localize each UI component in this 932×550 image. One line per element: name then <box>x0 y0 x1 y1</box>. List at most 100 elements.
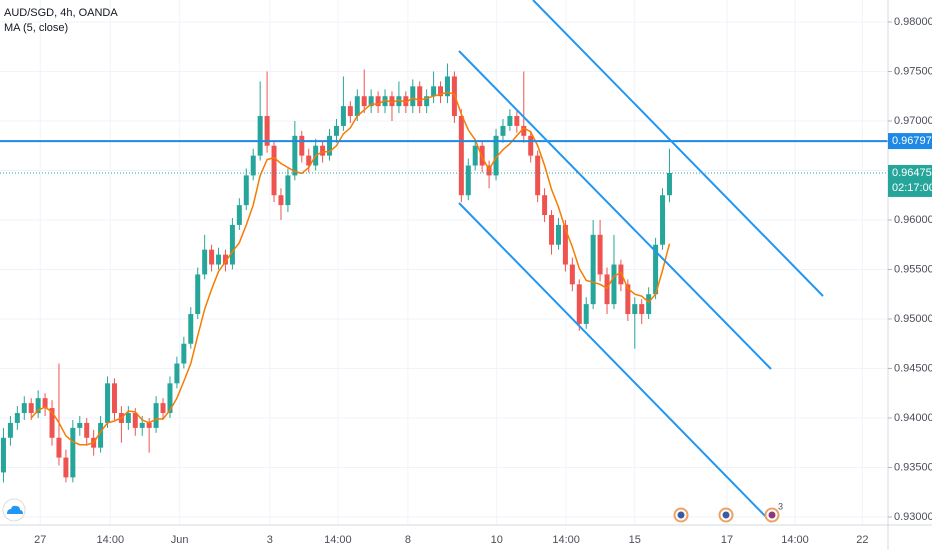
candle-body <box>132 413 138 428</box>
chart-title: AUD/SGD, 4h, OANDA <box>4 7 118 19</box>
y-tick-label: 0.95000 <box>894 313 932 325</box>
candle-body <box>257 116 263 156</box>
x-tick-label: 14:00 <box>324 534 352 546</box>
candle-body <box>98 422 104 448</box>
candle-body <box>216 254 222 265</box>
candle-body <box>417 86 423 107</box>
candle-body <box>271 145 277 196</box>
price-axis: 0.980000.975000.970000.965000.960000.955… <box>34 16 932 546</box>
candle-body <box>444 76 450 97</box>
candle-body <box>306 155 312 166</box>
candle-body <box>14 413 20 423</box>
candle-body <box>243 175 249 206</box>
ma-line <box>30 91 671 446</box>
event-icons: 3 <box>673 501 783 523</box>
candle-body <box>42 398 48 409</box>
candle-body <box>535 155 541 196</box>
candle-body <box>549 215 555 245</box>
x-tick-label: 3 <box>267 534 273 546</box>
candle-body <box>562 224 568 265</box>
candle-body <box>181 343 187 364</box>
candle-body <box>389 96 395 107</box>
candle-body <box>0 437 6 473</box>
candle-body <box>514 116 520 126</box>
x-tick-label: 27 <box>34 534 46 546</box>
candle-body <box>354 96 360 117</box>
candle-body <box>333 125 339 136</box>
candle-body <box>299 135 305 156</box>
event-badge: 3 <box>778 501 783 511</box>
y-tick-label: 0.94000 <box>894 412 932 424</box>
candle-body <box>84 422 90 438</box>
event-icon-flag <box>768 511 776 519</box>
candle-body <box>285 175 291 206</box>
candle-body <box>507 116 513 126</box>
candle-body <box>111 383 117 414</box>
candle-body <box>472 145 478 166</box>
candle-body <box>320 145 326 156</box>
y-tick-label: 0.97000 <box>894 115 932 127</box>
x-tick-label: 15 <box>629 534 641 546</box>
plot <box>0 63 888 483</box>
candle-body <box>583 304 589 324</box>
candle-body <box>424 96 430 107</box>
horizontal-line-label: 0.96797 <box>892 135 932 147</box>
last-price-label: 0.96475 <box>892 167 932 179</box>
x-tick-label: 22 <box>856 534 868 546</box>
candle-body <box>105 383 111 423</box>
candle-body <box>292 135 298 176</box>
candle-body <box>375 96 381 107</box>
candle-body <box>660 195 666 245</box>
candle-body <box>493 135 499 176</box>
candle-body <box>209 249 215 265</box>
candle-body <box>555 224 561 245</box>
candle-body <box>28 403 34 414</box>
event-icon-flag <box>677 511 685 519</box>
candle-body <box>229 224 235 265</box>
x-tick-label: 17 <box>721 534 733 546</box>
horizontal-line-label-bg <box>888 133 932 150</box>
candle-body <box>167 383 173 414</box>
candle-body <box>611 264 617 305</box>
candle-body <box>77 422 83 428</box>
last-price-label-bg <box>888 164 932 197</box>
candle-body <box>222 254 228 265</box>
candle-body <box>604 274 610 305</box>
candle-body <box>458 116 464 196</box>
candle-body <box>569 264 575 285</box>
candle-body <box>264 116 270 146</box>
candle-body <box>195 274 201 315</box>
candle-body <box>403 96 409 107</box>
candle-body <box>646 294 652 315</box>
x-tick-label: 14:00 <box>781 534 809 546</box>
y-tick-label: 0.96000 <box>894 214 932 226</box>
candle-body <box>153 403 159 428</box>
candle-body <box>202 249 208 275</box>
countdown-label: 02:17:00 <box>892 182 932 194</box>
candle-body <box>618 264 624 285</box>
x-tick-label: Jun <box>171 534 189 546</box>
trend-line <box>458 50 772 370</box>
candle-body <box>21 403 27 414</box>
candle-body <box>639 304 645 315</box>
candle-body <box>625 284 631 315</box>
trend-line <box>458 202 772 523</box>
candle-body <box>347 106 353 117</box>
candle-body <box>597 234 603 275</box>
candle-body <box>410 86 416 107</box>
x-tick-label: 8 <box>405 534 411 546</box>
logo <box>2 498 26 522</box>
candle-body <box>236 205 242 225</box>
candle-body <box>542 195 548 216</box>
trend-line <box>532 0 824 297</box>
candle-body <box>340 106 346 126</box>
candle-body <box>465 165 471 196</box>
candle-body <box>7 422 13 438</box>
candle-body <box>125 413 131 423</box>
candle-body <box>174 363 180 384</box>
candle-body <box>250 155 256 176</box>
candle-body <box>361 96 367 107</box>
candle-body <box>528 135 534 156</box>
